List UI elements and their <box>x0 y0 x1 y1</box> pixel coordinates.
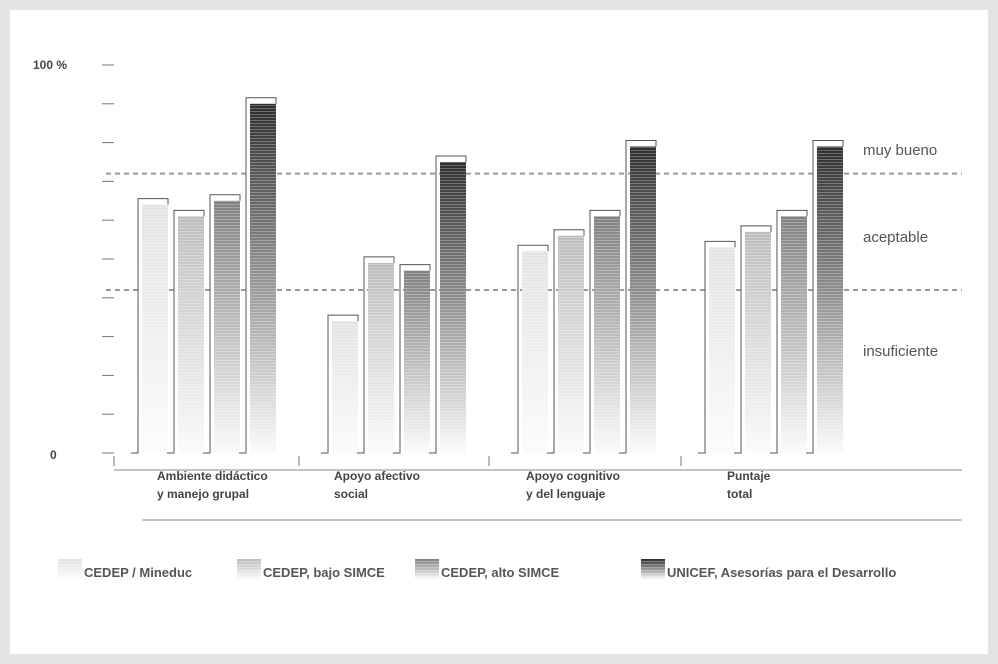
bar-stripes <box>178 216 204 453</box>
bar-outline <box>770 209 808 454</box>
bar <box>131 198 169 454</box>
legend-item: CEDEP, alto SIMCE <box>415 559 560 580</box>
bar-stripes <box>745 231 771 453</box>
bar-stripes <box>214 200 240 453</box>
bar-stripes <box>630 146 656 454</box>
bar <box>547 229 585 454</box>
bar <box>770 209 808 454</box>
bar-outline <box>698 240 736 454</box>
bar <box>806 139 844 454</box>
bar-stripes <box>404 270 430 453</box>
bar-stripes <box>522 251 548 453</box>
bar <box>619 139 657 454</box>
legend-label: CEDEP / Mineduc <box>84 565 192 580</box>
bar-stripes <box>250 103 276 454</box>
bar-stripes <box>709 247 735 453</box>
y-axis-top-label: 100 % <box>33 58 67 72</box>
bar-outline <box>583 209 621 454</box>
bar-outline <box>131 198 169 454</box>
bar <box>167 209 205 454</box>
bar-outline <box>357 256 395 454</box>
bar <box>511 244 549 454</box>
bar-outline <box>203 194 241 454</box>
bar-outline <box>167 209 205 454</box>
zone-label-1: muy bueno <box>863 142 937 159</box>
zone-label-3: insuficiente <box>863 343 938 360</box>
bar-stripes <box>781 216 807 453</box>
bar <box>583 209 621 454</box>
bar <box>393 264 431 454</box>
legend-swatch-stripes <box>641 559 665 579</box>
bar-outline <box>511 244 549 454</box>
bar-stripes <box>332 321 358 453</box>
bar-outline <box>429 155 467 454</box>
category-label: y manejo grupal <box>157 487 249 501</box>
legend-item: CEDEP / Mineduc <box>58 559 192 580</box>
bar-outline <box>321 314 359 454</box>
bar <box>239 97 277 454</box>
bar-outline <box>393 264 431 454</box>
category-label: Ambiente didáctico <box>157 469 268 483</box>
category-label: social <box>334 487 368 501</box>
bar-stripes <box>817 146 843 454</box>
legend-item: UNICEF, Asesorías para el Desarrollo <box>641 559 896 580</box>
bar <box>357 256 395 454</box>
legend-label: CEDEP, alto SIMCE <box>441 565 560 580</box>
legend-item: CEDEP, bajo SIMCE <box>237 559 385 580</box>
legend-label: UNICEF, Asesorías para el Desarrollo <box>667 565 896 580</box>
bar-outline <box>734 225 772 454</box>
bar-stripes <box>368 262 394 453</box>
zone-label-2: aceptable <box>863 229 928 246</box>
category-label: Apoyo afectivo <box>334 469 420 483</box>
bar-stripes <box>558 235 584 453</box>
category-label: Apoyo cognitivo <box>526 469 620 483</box>
bar-outline <box>806 139 844 454</box>
bar-stripes <box>440 162 466 453</box>
category-label: total <box>727 487 752 501</box>
bar-outline <box>619 139 657 454</box>
y-axis-bottom-label: 0 <box>50 448 57 462</box>
bar <box>698 240 736 454</box>
bar-outline <box>547 229 585 454</box>
bar <box>734 225 772 454</box>
legend-swatch-stripes <box>58 559 82 579</box>
bar-outline <box>239 97 277 454</box>
legend-label: CEDEP, bajo SIMCE <box>263 565 385 580</box>
bar-stripes <box>594 216 620 453</box>
chart-frame: 100 % 0 muy bueno aceptable insuficiente Am… <box>10 10 988 654</box>
category-label: y del lenguaje <box>526 487 606 501</box>
category-label: Puntaje <box>727 469 771 483</box>
bar-chart: 100 % 0 muy bueno aceptable insuficiente Am… <box>33 58 962 580</box>
bar <box>429 155 467 454</box>
bar-stripes <box>142 204 168 453</box>
bar <box>321 314 359 454</box>
bar <box>203 194 241 454</box>
legend-swatch-stripes <box>237 559 261 579</box>
legend-swatch-stripes <box>415 559 439 579</box>
